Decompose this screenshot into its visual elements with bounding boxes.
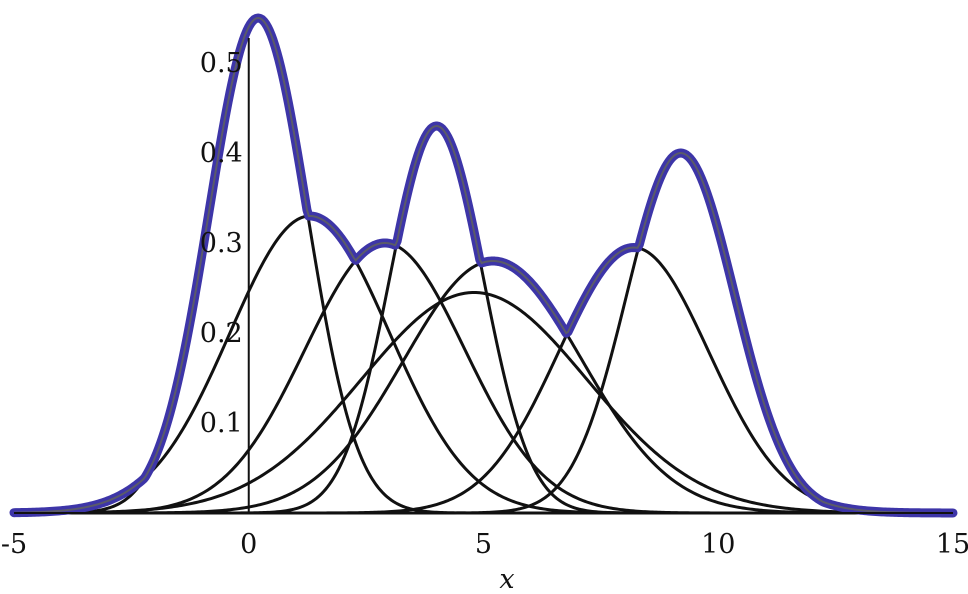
y-tick-label: 0.3: [200, 228, 243, 259]
axes: [14, 38, 953, 514]
x-axis-title: x: [499, 564, 514, 594]
x-tick-label: 10: [701, 529, 735, 560]
x-tick-label: 5: [475, 529, 492, 560]
y-tick-label: 0.1: [200, 408, 243, 439]
envelope-curve-group: [9, 13, 958, 518]
x-tick-label: 15: [936, 529, 968, 560]
envelope-curve: [9, 13, 958, 518]
component-curve-7: [14, 245, 954, 515]
x-tick-label: -5: [1, 529, 27, 560]
envelope-curve-core: [13, 16, 954, 514]
y-tick-label: 0.4: [200, 138, 243, 169]
y-tick-label: 0.2: [200, 318, 243, 349]
y-tick-label: 0.5: [200, 48, 243, 79]
component-curve-5: [13, 290, 953, 515]
x-tick-label: 0: [240, 529, 257, 560]
tick-labels: -5 0 5 10 15 0.1 0.2 0.3 0.4 0.5: [1, 48, 968, 560]
